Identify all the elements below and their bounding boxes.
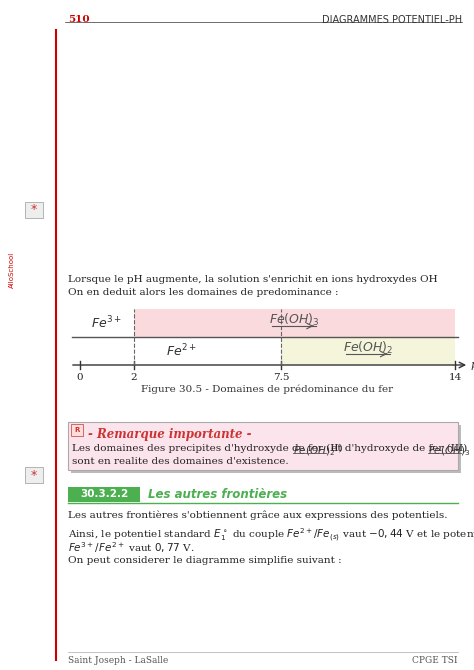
Text: $Fe^{3+}/Fe^{2+}$ vaut $0,77$ V.: $Fe^{3+}/Fe^{2+}$ vaut $0,77$ V. xyxy=(68,540,194,555)
Text: 2: 2 xyxy=(130,373,137,382)
Text: Lorsque le pH augmente, la solution s'enrichit en ions hydroxydes OH: Lorsque le pH augmente, la solution s'en… xyxy=(68,275,438,284)
Text: Saint Joseph - LaSalle: Saint Joseph - LaSalle xyxy=(68,656,168,665)
Bar xyxy=(25,202,43,218)
Text: sont en realite des domaines d'existence.: sont en realite des domaines d'existence… xyxy=(72,457,289,466)
Text: 510: 510 xyxy=(68,15,90,24)
Text: 0: 0 xyxy=(77,373,83,382)
Bar xyxy=(281,337,455,365)
Text: $Fe(OH)_3$: $Fe(OH)_3$ xyxy=(428,444,471,458)
Bar xyxy=(134,309,455,337)
Bar xyxy=(68,422,458,470)
Text: et d'hydroxyde de fer (III): et d'hydroxyde de fer (III) xyxy=(328,444,471,453)
Text: $Fe(OH)_2$: $Fe(OH)_2$ xyxy=(293,444,336,458)
Text: $Fe^{3+}$: $Fe^{3+}$ xyxy=(91,315,122,331)
Text: Ainsi, le potentiel standard $E_1^\circ$ du couple $Fe^{2+}/Fe_{(s)}$ vaut $-0,4: Ainsi, le potentiel standard $E_1^\circ$… xyxy=(68,527,474,544)
Text: R: R xyxy=(74,427,80,433)
Text: CPGE TSI: CPGE TSI xyxy=(412,656,458,665)
Text: Les domaines des precipites d'hydroxyde de fer (II): Les domaines des precipites d'hydroxyde … xyxy=(72,444,346,453)
Bar xyxy=(71,424,83,436)
Text: 30.3.2.2: 30.3.2.2 xyxy=(80,489,128,499)
Text: Les autres frontières s'obtiennent grâce aux expressions des potentiels.: Les autres frontières s'obtiennent grâce… xyxy=(68,510,447,519)
Bar xyxy=(68,487,140,502)
Text: $Fe(OH)_3$: $Fe(OH)_3$ xyxy=(269,312,320,328)
Text: On en deduit alors les domaines de predominance :: On en deduit alors les domaines de predo… xyxy=(68,288,338,297)
Text: On peut considerer le diagramme simplifie suivant :: On peut considerer le diagramme simplifi… xyxy=(68,556,342,565)
Text: pH: pH xyxy=(471,360,474,370)
Bar xyxy=(25,467,43,483)
Text: $Fe^{2+}$: $Fe^{2+}$ xyxy=(166,342,197,359)
Text: *: * xyxy=(31,204,37,216)
Text: - Remarque importante -: - Remarque importante - xyxy=(88,428,252,441)
Text: $Fe(OH)_2$: $Fe(OH)_2$ xyxy=(343,340,393,356)
Text: Figure 30.5 - Domaines de prédominance du fer: Figure 30.5 - Domaines de prédominance d… xyxy=(141,385,393,395)
Text: AlloSchool: AlloSchool xyxy=(9,252,15,288)
Bar xyxy=(71,425,461,473)
Text: 14: 14 xyxy=(448,373,462,382)
Text: Les autres frontières: Les autres frontières xyxy=(148,488,287,500)
Text: 7.5: 7.5 xyxy=(273,373,289,382)
Text: DIAGRAMMES POTENTIEL-PH: DIAGRAMMES POTENTIEL-PH xyxy=(322,15,462,25)
Text: *: * xyxy=(31,468,37,482)
